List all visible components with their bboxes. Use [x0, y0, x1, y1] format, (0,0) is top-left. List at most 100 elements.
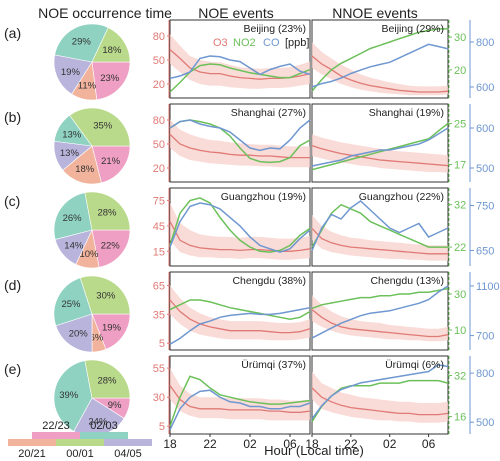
y-tick-label-co: 750	[476, 201, 494, 213]
y-tick-label-co: 600	[476, 123, 494, 135]
y-tick-label-no2: 30	[454, 289, 466, 301]
y-tick-label-left: 50	[153, 139, 165, 151]
legend-bar-00-01	[56, 439, 104, 446]
o3-range-band	[170, 368, 310, 421]
panel-label: (d)	[4, 277, 21, 293]
pie-slice-label: 13%	[60, 148, 80, 159]
o3-line	[169, 299, 311, 334]
y-tick-label-no2: 16	[454, 412, 466, 424]
y-tick-label-no2: 25	[454, 118, 466, 130]
y-tick-label-left: 80	[153, 115, 165, 127]
legend-bar-22-23	[32, 432, 80, 439]
pie-slice	[53, 360, 93, 432]
y-tick-label-left: 50	[153, 55, 165, 67]
legend-label-00-01: 00/01	[66, 448, 94, 460]
pie-slice-label: 13%	[62, 130, 82, 141]
pie-slice-label: 18%	[75, 164, 95, 175]
o3-line	[169, 385, 311, 413]
pie-slice	[54, 23, 109, 63]
y-tick-label-left: 5	[159, 421, 165, 433]
panel-city-title: Chengdu (38%)	[232, 275, 306, 287]
no2-line	[311, 122, 449, 171]
panel-city-title: Guangzhou (22%)	[359, 191, 444, 203]
pie-slice-label: 28%	[97, 375, 117, 386]
y-tick-label-left: 80	[153, 31, 165, 43]
legend-co: CO	[263, 37, 280, 49]
co-line	[311, 364, 449, 420]
o3-range-band	[170, 285, 310, 341]
y-tick-label-left: 65	[153, 281, 165, 293]
pie-slice	[62, 145, 102, 185]
pie-slice-label: 39%	[59, 390, 79, 401]
pie-slice-label: 19%	[102, 323, 122, 334]
x-axis-label: Hour (Local time)	[264, 443, 364, 458]
y-tick-label-no2: 32	[454, 370, 466, 382]
panel-city-title: Shanghai (19%)	[369, 107, 444, 119]
co-line	[169, 306, 311, 345]
co-line	[311, 285, 449, 339]
co-line	[169, 389, 311, 431]
pie-slice	[79, 275, 131, 315]
panel-city-title: Ürümqi (6%)	[385, 359, 444, 371]
panel-label: (a)	[4, 25, 21, 41]
y-tick-label-no2: 30	[454, 32, 466, 44]
legend-unit: [ppb]	[285, 37, 309, 49]
pie-slice-label: 10%	[79, 249, 99, 260]
co-line	[311, 200, 449, 251]
pie-slice	[91, 61, 131, 101]
y-tick-label-left: 5	[159, 338, 165, 350]
legend-bar-20-21	[8, 439, 56, 446]
pie-slice	[53, 277, 93, 327]
panel-city-title: Beijing (23%)	[244, 23, 306, 35]
pie-slice-label: 29%	[72, 37, 92, 48]
line-charts: Beijing (23%) Beijing (29%) 20 50 80 20 30 600 8…	[153, 19, 500, 451]
x-tick-label: 02	[383, 437, 397, 451]
pie-slice-label: 24%	[88, 416, 108, 427]
no2-line	[169, 375, 311, 427]
time-period-legend: 22/23 02/03 20/21 00/01 04/05	[8, 420, 152, 460]
pie-slice-label: 14%	[64, 241, 84, 252]
legend-label-20-21: 20/21	[18, 448, 46, 460]
y-tick-label-no2: 20	[454, 65, 466, 77]
y-tick-label-left: 15	[153, 246, 165, 258]
y-tick-label-no2: 10	[454, 325, 466, 337]
pie-slice-label: 6%	[90, 333, 104, 344]
panel-label: (b)	[4, 109, 21, 125]
no2-line	[311, 28, 448, 92]
pie-slice	[91, 229, 131, 268]
no2-line	[169, 197, 311, 253]
pie-slice-label: 26%	[63, 213, 83, 224]
o3-range-band	[312, 214, 448, 261]
nnoe-events-title: NNOE events	[332, 5, 418, 21]
no2-line	[169, 299, 311, 320]
pie-slice-label: 30%	[96, 290, 116, 301]
pie-slice-label: 25%	[61, 299, 81, 310]
pie-column-title: NOE occurrence time	[38, 5, 172, 21]
pie-slice-label: 23%	[100, 73, 120, 84]
o3-range-band	[170, 203, 310, 260]
pie-slice-label: 11%	[78, 81, 97, 92]
pie-slice	[91, 145, 131, 184]
no2-line	[311, 203, 448, 248]
x-tick-label: 18	[305, 437, 319, 451]
panel-city-title: Beijing (29%)	[382, 23, 444, 35]
x-tick-label: 18	[163, 437, 177, 451]
o3-line	[311, 227, 448, 255]
y-tick-label-no2: 17	[454, 160, 466, 172]
pie-slice-label: 19%	[61, 67, 81, 78]
pie-slice-label: 18%	[102, 45, 122, 56]
co-line	[169, 119, 311, 152]
co-line	[169, 202, 311, 253]
legend-o3: O3	[213, 37, 228, 49]
o3-range-band	[170, 120, 310, 168]
y-tick-label-left: 20	[153, 163, 165, 175]
legend-no2: NO2	[233, 37, 256, 49]
y-tick-label-left: 20	[153, 79, 165, 91]
x-tick-label: 02	[243, 437, 257, 451]
pie-slice-label: 28%	[97, 207, 117, 218]
x-tick-label: 22	[344, 437, 358, 451]
pie-slice-label: 22%	[101, 241, 121, 252]
pie-slice	[91, 27, 131, 63]
pie-slice-label: 21%	[101, 156, 121, 167]
y-tick-label-left: 75	[153, 195, 165, 207]
